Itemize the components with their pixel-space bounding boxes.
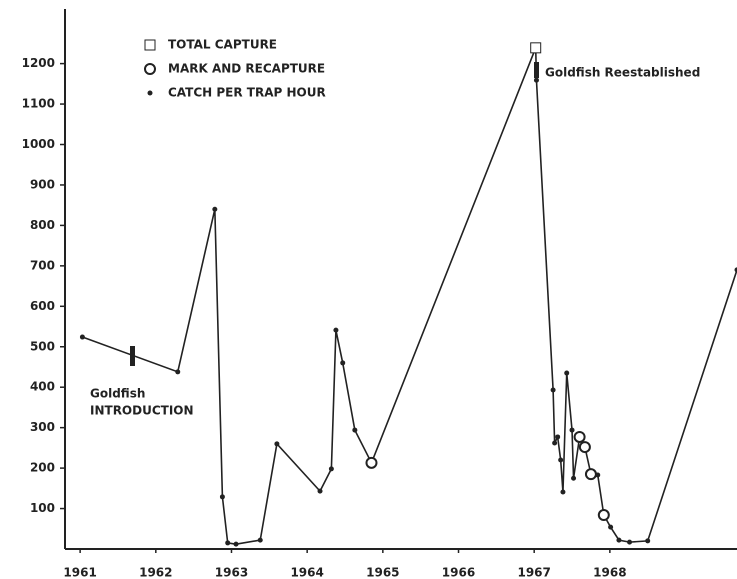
y-tick-label: 1200 [22,56,55,70]
catch-marker [274,441,280,447]
y-tick-label: 1100 [22,97,55,111]
annotation: INTRODUCTION [90,404,194,418]
x-tick-label: 1964 [290,566,323,579]
catch-marker [340,360,346,366]
catch-marker [734,267,737,273]
legend-marker [144,63,156,75]
legend-label: MARK AND RECAPTURE [168,62,325,76]
catch-marker [569,427,575,433]
catch-marker [616,537,622,543]
catch-marker [608,524,614,530]
total-capture-marker [530,42,542,54]
catch-marker [333,327,339,333]
catch-marker [627,539,633,545]
data-line [82,47,737,545]
y-tick-label: 1000 [22,137,55,151]
catch-marker [550,387,556,393]
mark-recapture-marker [597,509,610,522]
catch-marker [555,434,561,440]
legend-label: TOTAL CAPTURE [168,38,277,52]
legend-marker [144,39,156,51]
mark-recapture-marker [573,430,586,443]
y-tick-label: 600 [30,299,55,313]
catch-marker [212,206,218,212]
y-tick-label: 800 [30,218,55,232]
catch-marker [645,538,651,544]
catch-marker [560,489,566,495]
catch-marker [175,369,181,375]
y-tick-label: 100 [30,501,55,515]
x-tick-label: 1967 [517,566,550,579]
annotation: Goldfish [90,387,145,401]
annotation: Goldfish Reestablished [545,66,700,80]
y-tick-label: 900 [30,177,55,191]
catch-marker [352,427,358,433]
legend-label: CATCH PER TRAP HOUR [168,86,326,100]
x-tick-label: 1968 [593,566,626,579]
x-tick-label: 1962 [139,566,172,579]
catch-marker [595,472,601,478]
catch-marker [257,537,263,543]
catch-marker [571,475,577,481]
mark-recapture-marker [578,441,591,454]
x-tick-label: 1961 [63,566,96,579]
y-tick-label: 300 [30,420,55,434]
catch-marker [564,370,570,376]
legend-marker [147,90,153,96]
y-tick-label: 500 [30,339,55,353]
y-tick-label: 400 [30,380,55,394]
catch-marker [552,440,558,446]
catch-marker [558,457,564,463]
y-tick-label: 700 [30,258,55,272]
x-tick-label: 1965 [366,566,399,579]
mark-recapture-marker [584,468,597,481]
x-tick-label: 1966 [442,566,475,579]
catch-marker [233,541,239,547]
catch-marker [328,466,334,472]
catch-marker [79,334,85,340]
catch-marker [225,540,231,546]
catch-marker [317,488,323,494]
x-tick-label: 1963 [215,566,248,579]
catch-marker [533,77,539,83]
mark-recapture-marker [365,456,378,469]
y-tick-label: 200 [30,461,55,475]
catch-marker [219,494,225,500]
